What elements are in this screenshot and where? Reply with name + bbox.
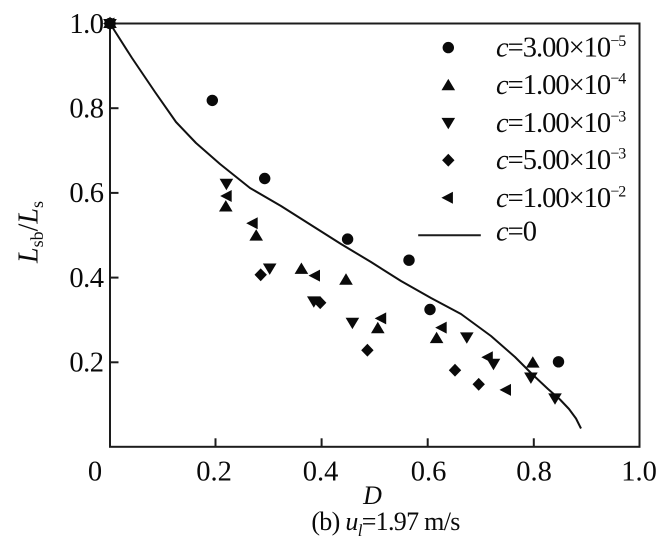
svg-text:c=1.00×10−2: c=1.00×10−2	[496, 183, 626, 214]
svg-text:0: 0	[88, 457, 102, 488]
svg-text:0.6: 0.6	[411, 457, 447, 488]
svg-text:c=1.00×10−4: c=1.00×10−4	[496, 70, 626, 101]
svg-text:0.8: 0.8	[516, 457, 552, 488]
svg-text:c=1.00×10−3: c=1.00×10−3	[496, 108, 626, 139]
svg-text:0.4: 0.4	[69, 263, 103, 294]
svg-text:(b) ul=1.97 m/s: (b) ul=1.97 m/s	[311, 507, 460, 540]
svg-text:D: D	[362, 481, 382, 510]
svg-text:c=0: c=0	[496, 216, 537, 247]
svg-text:0.8: 0.8	[69, 94, 103, 125]
svg-text:0.2: 0.2	[69, 348, 103, 379]
svg-text:0.2: 0.2	[196, 457, 232, 488]
svg-text:Lsb/Ls: Lsb/Ls	[14, 201, 48, 264]
svg-text:1.0: 1.0	[69, 9, 103, 40]
svg-text:c=5.00×10−3: c=5.00×10−3	[496, 145, 626, 176]
svg-text:0.4: 0.4	[303, 457, 339, 488]
svg-text:1.0: 1.0	[621, 457, 657, 488]
svg-text:0.6: 0.6	[69, 178, 103, 209]
svg-text:c=3.00×10−5: c=3.00×10−5	[496, 33, 626, 64]
